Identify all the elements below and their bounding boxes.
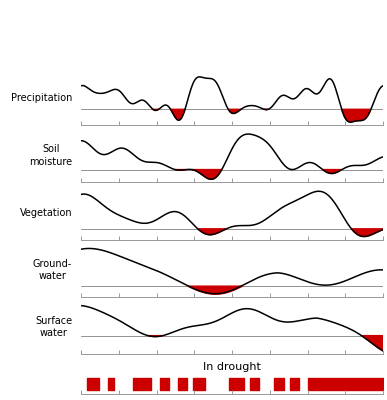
Y-axis label: Vegetation: Vegetation: [20, 208, 72, 218]
Text: In drought: In drought: [203, 362, 261, 372]
Y-axis label: Surface
water: Surface water: [35, 316, 72, 338]
Y-axis label: Soil
moisture: Soil moisture: [29, 144, 72, 166]
Y-axis label: Precipitation: Precipitation: [11, 93, 72, 103]
Y-axis label: Ground-
water: Ground- water: [33, 258, 72, 281]
